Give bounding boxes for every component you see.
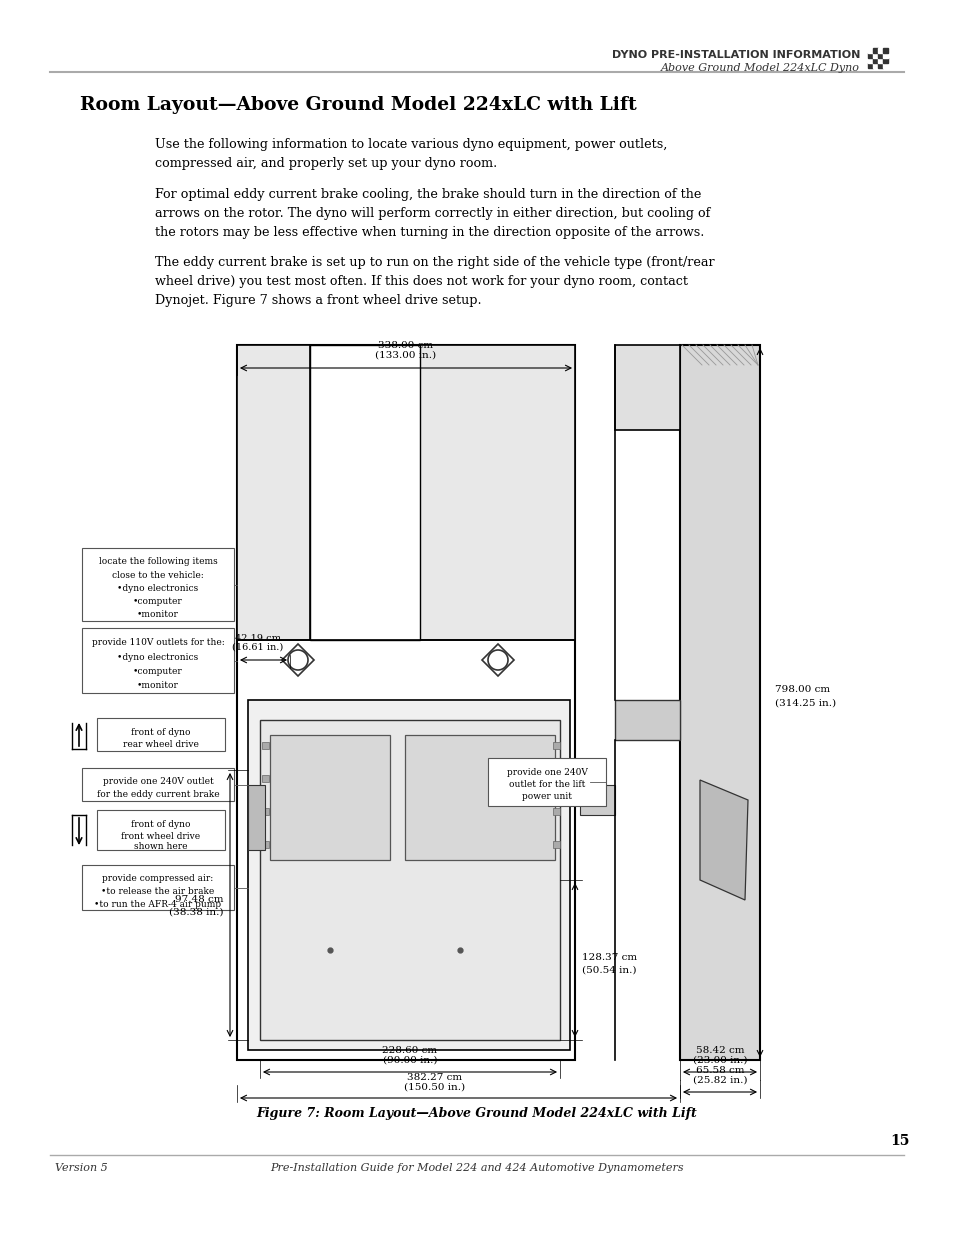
Text: Figure 7: Room Layout—Above Ground Model 224xLC with Lift: Figure 7: Room Layout—Above Ground Model… (256, 1107, 697, 1119)
Bar (488, 758, 605, 806)
Text: Room Layout—Above Ground Model 224xLC with Lift: Room Layout—Above Ground Model 224xLC wi… (80, 96, 636, 114)
Bar (872, 63, 877, 68)
Bar (310, 345, 419, 640)
Circle shape (288, 650, 308, 671)
Bar (872, 58, 877, 63)
Bar (419, 345, 575, 640)
Bar (877, 48, 882, 53)
Text: rear wheel drive: rear wheel drive (123, 740, 199, 748)
Text: 65.58 cm: 65.58 cm (695, 1066, 743, 1074)
Text: •to release the air brake: •to release the air brake (101, 887, 214, 895)
Bar (553, 776, 559, 782)
Text: 58.42 cm: 58.42 cm (695, 1046, 743, 1055)
Text: 798.00 cm: 798.00 cm (774, 685, 829, 694)
Text: (90.00 in.): (90.00 in.) (382, 1056, 436, 1065)
Text: locate the following items: locate the following items (98, 557, 217, 567)
Text: (133.00 in.): (133.00 in.) (375, 351, 436, 359)
Bar (97, 718, 225, 751)
Bar (270, 735, 390, 860)
Text: (38.38 in.): (38.38 in.) (170, 908, 224, 916)
Text: •monitor: •monitor (137, 682, 179, 690)
Bar (867, 63, 872, 68)
Text: Above Ground Model 224xLC Dyno: Above Ground Model 224xLC Dyno (660, 63, 859, 73)
Text: DYNO PRE-INSTALLATION INFORMATION: DYNO PRE-INSTALLATION INFORMATION (611, 49, 859, 61)
Bar (872, 48, 877, 53)
Bar (679, 345, 760, 1060)
Bar (405, 735, 555, 860)
Text: •dyno electronics: •dyno electronics (117, 584, 198, 593)
Bar (615, 700, 679, 740)
Bar (553, 808, 559, 815)
Text: 97.48 cm: 97.48 cm (175, 895, 224, 904)
Bar (882, 63, 887, 68)
Bar (877, 63, 882, 68)
Text: 382.27 cm: 382.27 cm (407, 1073, 462, 1082)
Bar (236, 345, 575, 1060)
Text: 42.19 cm: 42.19 cm (234, 634, 281, 643)
Text: For optimal eddy current brake cooling, the brake should turn in the direction o: For optimal eddy current brake cooling, … (154, 188, 710, 240)
Text: Use the following information to locate various dyno equipment, power outlets,
c: Use the following information to locate … (154, 138, 667, 170)
Bar (882, 48, 887, 53)
Text: 228.60 cm: 228.60 cm (382, 1046, 437, 1055)
Text: •to run the AFR-4 air pump: •to run the AFR-4 air pump (94, 900, 221, 909)
Text: •computer: •computer (133, 597, 183, 606)
Bar (867, 53, 872, 58)
Bar (248, 700, 569, 1050)
Text: provide one 240V: provide one 240V (506, 768, 587, 777)
Bar (553, 742, 559, 748)
Text: front of dyno: front of dyno (132, 727, 191, 737)
Text: shown here: shown here (134, 842, 188, 851)
Text: front of dyno: front of dyno (132, 820, 191, 829)
Text: •computer: •computer (133, 667, 183, 676)
Text: 338.00 cm: 338.00 cm (378, 341, 433, 350)
Bar (882, 58, 887, 63)
Bar (867, 48, 872, 53)
Text: The eddy current brake is set up to run on the right side of the vehicle type (f: The eddy current brake is set up to run … (154, 256, 714, 308)
Text: 15: 15 (890, 1134, 909, 1149)
Bar (97, 810, 225, 850)
Text: (16.61 in.): (16.61 in.) (233, 643, 283, 652)
Bar (882, 53, 887, 58)
Bar (82, 629, 233, 693)
Text: •monitor: •monitor (137, 610, 179, 620)
Circle shape (488, 650, 507, 671)
Polygon shape (700, 781, 747, 900)
Text: outlet for the lift: outlet for the lift (508, 781, 584, 789)
Bar (867, 58, 872, 63)
Bar (553, 841, 559, 848)
Bar (248, 785, 265, 850)
Bar (262, 808, 269, 815)
Text: (314.25 in.): (314.25 in.) (774, 699, 835, 708)
Bar (82, 548, 233, 621)
Bar (872, 53, 877, 58)
Bar (262, 742, 269, 748)
Text: (23.00 in.): (23.00 in.) (692, 1056, 746, 1065)
Text: •dyno electronics: •dyno electronics (117, 652, 198, 662)
Text: 128.37 cm: 128.37 cm (581, 953, 637, 962)
Text: (150.50 in.): (150.50 in.) (404, 1083, 465, 1092)
Bar (82, 864, 233, 910)
Bar (260, 720, 559, 1040)
Bar (579, 785, 615, 815)
Text: provide one 240V outlet: provide one 240V outlet (103, 777, 213, 787)
Bar (877, 58, 882, 63)
Bar (877, 53, 882, 58)
Text: close to the vehicle:: close to the vehicle: (112, 571, 204, 579)
Text: provide compressed air:: provide compressed air: (102, 874, 213, 883)
Text: (25.82 in.): (25.82 in.) (692, 1076, 746, 1086)
Text: for the eddy current brake: for the eddy current brake (96, 790, 219, 799)
Text: Version 5: Version 5 (55, 1163, 108, 1173)
Text: front wheel drive: front wheel drive (121, 832, 200, 841)
Bar (82, 768, 233, 802)
Bar (615, 345, 679, 430)
Text: (50.54 in.): (50.54 in.) (581, 966, 636, 974)
Bar (236, 345, 310, 640)
Bar (262, 776, 269, 782)
Text: power unit: power unit (521, 792, 572, 802)
Bar (262, 841, 269, 848)
Text: Pre-Installation Guide for Model 224 and 424 Automotive Dynamometers: Pre-Installation Guide for Model 224 and… (270, 1163, 683, 1173)
Text: provide 110V outlets for the:: provide 110V outlets for the: (91, 638, 224, 647)
